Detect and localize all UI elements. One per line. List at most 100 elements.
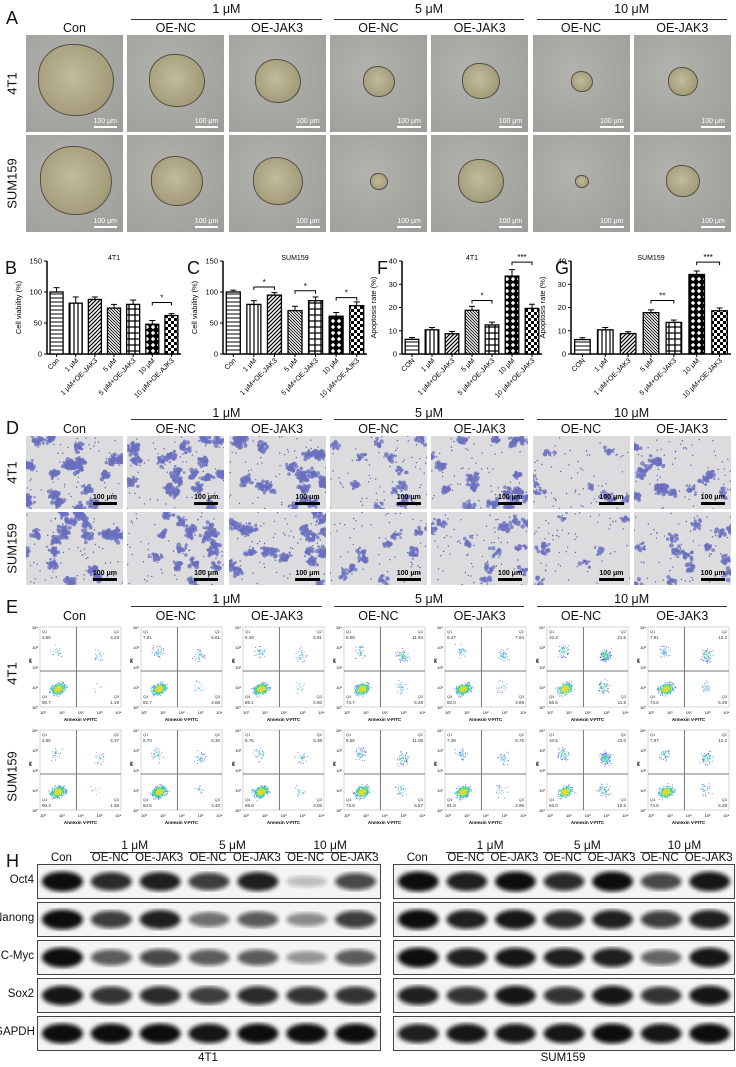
panel-a-row-label: SUM159 xyxy=(4,157,20,209)
protein-band xyxy=(41,871,83,892)
x-tick-label: 10³ xyxy=(97,710,103,715)
x-tick-label: 10³ xyxy=(97,813,103,818)
quadrant-percentage: 82.0 xyxy=(447,700,456,705)
y-tick-label: 20 xyxy=(389,303,397,312)
x-axis-label: Annexin V-FITC xyxy=(368,820,402,825)
y-tick-label: 10³ xyxy=(134,645,140,650)
scale-bar-line xyxy=(93,126,117,128)
dot-cloud xyxy=(454,644,511,698)
scale-bar-line xyxy=(600,226,624,228)
scale-bar-label: 100 μm xyxy=(194,218,219,225)
scale-bar-line xyxy=(93,226,117,228)
x-axis-label: Annexin V-FITC xyxy=(570,820,604,825)
scale-bar-label: 100 μm xyxy=(295,570,320,577)
y-axis-label: PI xyxy=(433,658,438,662)
panel-e-column-label: OE-NC xyxy=(560,609,602,623)
y-tick-label: 0 xyxy=(214,350,218,359)
y-tick-label: 10⁴ xyxy=(640,625,646,630)
protein-band xyxy=(640,986,682,1005)
panel-a-column-label: OE-JAK3 xyxy=(656,21,709,35)
quadrant-label: Q1 xyxy=(447,732,453,737)
protein-band xyxy=(640,873,682,890)
quadrant-label: Q4 xyxy=(650,797,656,802)
x-tick-label: 10² xyxy=(584,813,590,818)
scale-bar: 100 μm xyxy=(295,570,320,581)
stained-cells xyxy=(633,512,731,585)
y-tick-label: 10⁰ xyxy=(336,705,342,710)
bar-chart-G: SUM159 Apoptosis rate (%) 0 10 20 30 40 CON 1 μM… xyxy=(538,253,731,400)
blot-bands xyxy=(41,1023,377,1044)
x-tick-label: 10 μM+OE-JAK3 xyxy=(682,357,724,399)
sphere-micrograph: 100 μm xyxy=(329,35,427,132)
y-tick-label: 10³ xyxy=(32,645,38,650)
panel-a-column-label: Con xyxy=(63,21,86,35)
plot-frame xyxy=(546,626,628,708)
scale-bar: 100 μm xyxy=(700,570,725,581)
x-tick-label: 10³ xyxy=(299,813,305,818)
quadrant-percentage: 3.89 xyxy=(515,700,524,705)
quadrant-percentage: 4.37 xyxy=(110,738,119,743)
quadrant-label: Q2 xyxy=(316,732,322,737)
scale-bar-label: 100 μm xyxy=(600,118,624,125)
quadrant-percentage: 5.57 xyxy=(414,803,423,808)
panel-a-group-line xyxy=(131,19,322,20)
quadrant-label: Q4 xyxy=(346,694,352,699)
chart-title: SUM159 xyxy=(637,255,664,262)
quadrant-percentage: 2.60 xyxy=(313,700,322,705)
dot-cloud xyxy=(150,747,207,800)
quadrant-percentage: 4.23 xyxy=(110,635,119,640)
scale-bar-label: 100 μm xyxy=(194,118,219,125)
y-tick-label: 10² xyxy=(235,665,241,670)
y-tick-label: 0 xyxy=(38,350,42,359)
x-tick-label: 10³ xyxy=(401,710,407,715)
protein-band xyxy=(335,910,377,929)
x-tick-label: 10² xyxy=(483,710,489,715)
significance-bracket xyxy=(151,302,172,306)
quadrant-label: Q2 xyxy=(721,732,727,737)
y-tick-label: 10² xyxy=(235,768,241,773)
sphere-micrograph: 100 μm xyxy=(26,35,123,132)
protein-label: Nanong xyxy=(0,911,35,924)
x-tick-label: 10¹ xyxy=(363,710,369,715)
crystal-violet-image: 100 μm xyxy=(532,436,630,509)
crystal-violet-image: 100 μm xyxy=(532,512,630,585)
y-tick-label: 10¹ xyxy=(640,685,646,690)
scale-bar-label: 100 μm xyxy=(700,570,725,577)
western-group-label: 1 μM xyxy=(476,838,504,852)
quadrant-percentage: 6.61 xyxy=(212,635,221,640)
y-tick-label: 10¹ xyxy=(235,788,241,793)
panel-e-row-label: SUM159 xyxy=(4,751,20,802)
quadrant-label: Q3 xyxy=(620,694,626,699)
significance-label: *** xyxy=(703,253,712,262)
western-group-label: 5 μM xyxy=(573,838,601,852)
quadrant-percentage: 56.6 xyxy=(549,700,558,705)
y-tick-label: 10⁴ xyxy=(234,728,240,733)
significance-bracket xyxy=(294,290,317,294)
quadrant-label: Q3 xyxy=(519,694,525,699)
y-axis-label: PI xyxy=(231,658,236,662)
y-tick-label: 10¹ xyxy=(437,788,443,793)
protein-band xyxy=(41,947,83,968)
scale-bar-line xyxy=(295,578,320,581)
panel-a-column-label: OE-JAK3 xyxy=(251,21,304,35)
scale-bar-line xyxy=(498,502,523,505)
protein-band xyxy=(397,986,439,1005)
protein-band xyxy=(640,949,682,966)
tumorsphere xyxy=(253,157,304,205)
lane-label: OE-NC xyxy=(287,852,325,864)
panel-a-row-label: 4T1 xyxy=(4,71,20,95)
y-tick-label: 10¹ xyxy=(640,788,646,793)
y-tick-label: 10³ xyxy=(640,645,646,650)
x-tick-label: 10² xyxy=(280,710,286,715)
protein-band xyxy=(90,910,132,929)
significance-bracket xyxy=(335,297,358,301)
protein-band xyxy=(446,986,488,1005)
x-tick-label: 10⁰ xyxy=(648,813,654,818)
quadrant-label: Q2 xyxy=(721,629,727,634)
panel-letter-G: G xyxy=(555,258,570,278)
x-tick-label: 10¹ xyxy=(464,813,470,818)
panel-d-group-label: 10 μM xyxy=(614,406,650,420)
quadrant-percentage: 6.49 xyxy=(245,635,254,640)
scale-bar-line xyxy=(296,226,320,228)
